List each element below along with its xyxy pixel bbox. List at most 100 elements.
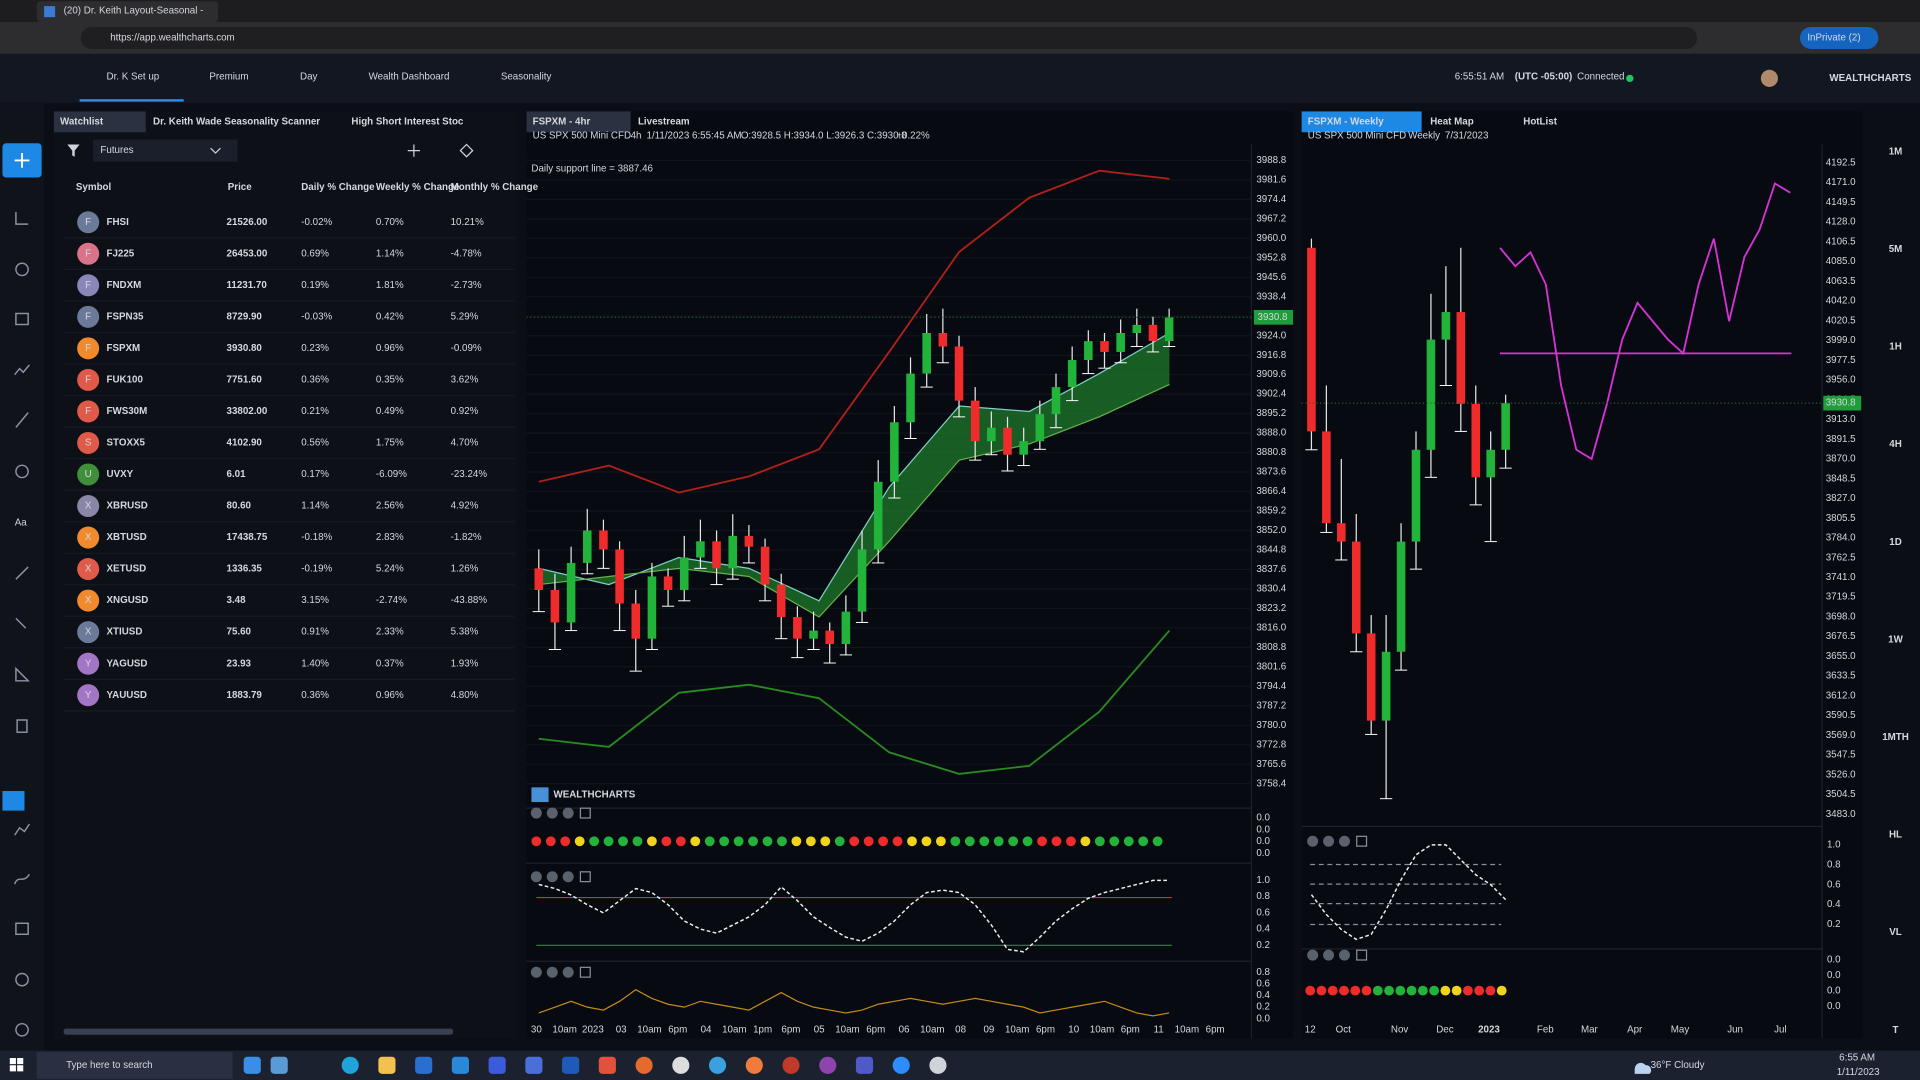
avatar[interactable] [1760,69,1778,87]
symbol[interactable]: FHSI [107,217,130,228]
column-header[interactable]: Daily % Change [301,182,375,193]
pane-add[interactable] [1356,949,1368,961]
nav-tab[interactable]: Dr. K Set up [107,72,160,83]
column-header[interactable]: Symbol [76,182,112,193]
app-icon[interactable] [451,1056,469,1074]
symbol[interactable]: FNDXM [107,280,142,291]
timeframe[interactable]: HL [1889,830,1902,841]
chart-tab[interactable]: FSPXM - 4hr [533,116,591,127]
symbol[interactable]: YAUUSD [107,690,147,701]
app-icon[interactable] [488,1056,506,1074]
watchlist-tab-active[interactable] [53,111,146,133]
app-icon[interactable] [929,1056,947,1074]
tool-icon[interactable] [15,412,29,428]
timeframe[interactable]: 1MTH [1882,732,1909,743]
browser-tab-title[interactable]: (20) Dr. Keith Layout-Seasonal - [64,6,204,17]
chart-tab[interactable]: Livestream [638,116,690,127]
chart-tab[interactable]: FSPXM - Weekly [1308,116,1384,127]
pane-control[interactable] [530,871,542,883]
watchlist-tab[interactable]: High Short Interest Stoc [351,116,464,127]
app-icon[interactable] [562,1056,580,1074]
symbol[interactable]: XTIUSD [107,627,143,638]
symbol[interactable]: FSPXM [107,343,141,354]
app-icon[interactable] [598,1056,616,1074]
app-icon[interactable] [708,1056,727,1074]
pane-control[interactable] [1338,949,1351,961]
pane-add[interactable] [579,871,591,883]
url-field[interactable] [80,26,1698,49]
tool-icon[interactable] [15,1022,29,1037]
pane-control[interactable] [546,807,558,819]
watchlist-tab[interactable]: Dr. Keith Wade Seasonality Scanner [153,116,320,127]
timeframe[interactable]: 1H [1889,342,1902,353]
column-header[interactable]: Price [228,182,252,193]
app-icon[interactable] [855,1056,874,1074]
timeframe[interactable]: 5M [1889,244,1903,255]
pane-control[interactable] [562,871,574,883]
app-icon[interactable] [819,1056,837,1074]
app-icon[interactable] [525,1056,543,1074]
symbol[interactable]: UVXY [107,469,134,480]
pane-control[interactable] [530,966,542,978]
timeframe[interactable]: T [1893,1025,1899,1036]
tool-icon[interactable] [15,312,29,326]
symbol[interactable]: XETUSD [107,564,147,575]
timeframe[interactable]: 1M [1889,146,1903,157]
app-icon[interactable] [782,1056,800,1074]
timeframe[interactable]: 1D [1889,537,1902,548]
nav-tab[interactable]: Wealth Dashboard [369,72,450,83]
symbol[interactable]: YAGUSD [107,658,148,669]
column-header[interactable]: Monthly % Change [451,182,539,193]
url[interactable]: https://app.wealthcharts.com [110,33,235,44]
timeframe[interactable]: 4H [1889,439,1902,450]
tool-active[interactable] [2,791,25,811]
tool-icon[interactable] [15,211,29,225]
app-icon[interactable] [635,1056,653,1074]
filter-icon[interactable] [67,144,80,157]
app-icon[interactable] [341,1056,359,1074]
weekly-tab-active[interactable] [1301,111,1422,133]
scrollbar[interactable] [63,1028,454,1035]
pane-control[interactable] [546,871,558,883]
tool-icon[interactable] [15,922,29,936]
tool-icon[interactable] [15,464,29,479]
pane-control[interactable] [562,966,574,978]
pane-add[interactable] [579,966,591,978]
text-tool[interactable]: Aa [15,517,28,528]
add-symbol[interactable] [407,144,421,157]
nav-tab[interactable]: Seasonality [501,72,552,83]
timeframe[interactable]: VL [1889,927,1902,938]
profile-button[interactable] [1800,26,1879,49]
symbol[interactable]: FJ225 [107,248,135,259]
tool-icon[interactable] [14,823,30,836]
column-header[interactable]: Weekly % Change [376,182,460,193]
pane-control[interactable] [546,966,558,978]
tool-icon[interactable] [14,873,31,885]
app-icon[interactable] [892,1056,910,1074]
pane-control[interactable] [562,807,574,819]
app-icon[interactable] [270,1056,288,1074]
filter-value[interactable]: Futures [100,145,133,156]
pane-control[interactable] [1323,835,1335,847]
tool-icon[interactable] [16,719,28,733]
pane-control[interactable] [530,807,542,819]
timeframe[interactable]: 1W [1888,634,1903,645]
tag-icon[interactable] [459,143,474,158]
app-icon[interactable] [243,1056,261,1074]
symbol[interactable]: STOXX5 [107,438,146,449]
start-button[interactable] [9,1057,24,1072]
nav-tab[interactable]: Premium [209,72,248,83]
search-box[interactable] [36,1051,233,1079]
pane-add[interactable] [579,807,591,819]
pane-add[interactable] [1356,835,1368,847]
app-icon[interactable] [745,1056,763,1074]
tool-icon[interactable] [15,566,29,580]
chart-tab[interactable]: Heat Map [1430,116,1474,127]
app-icon[interactable] [415,1056,433,1074]
chart-tab[interactable]: HotList [1523,116,1557,127]
tool-icon[interactable] [15,972,29,987]
nav-tab[interactable]: Day [300,72,318,83]
browser-tab[interactable] [36,1,218,23]
tool-icon[interactable] [15,666,30,682]
symbol[interactable]: FUK100 [107,374,144,385]
